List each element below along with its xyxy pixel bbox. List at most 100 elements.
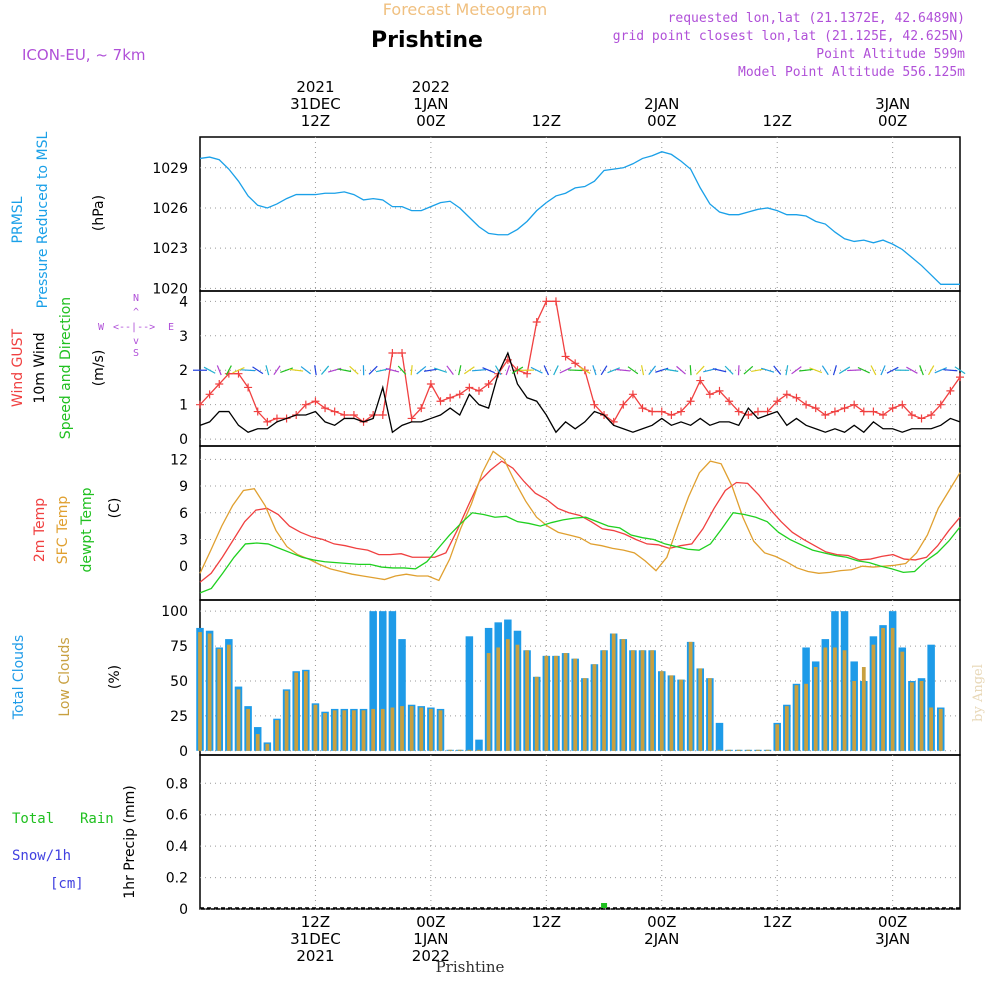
- y-tick-label: 0: [179, 559, 188, 575]
- low-cloud-bar: [323, 713, 327, 751]
- y-tick-label: 1020: [152, 281, 188, 297]
- low-cloud-bar: [534, 676, 539, 751]
- gust-point: [927, 411, 936, 419]
- low-cloud-bar: [640, 650, 645, 751]
- wind-arrow: [880, 365, 886, 376]
- total-cloud-bar: [465, 636, 474, 751]
- compass-n: N: [133, 293, 139, 304]
- low-cloud-bar: [592, 664, 597, 751]
- low-cloud-bar: [457, 749, 462, 751]
- gust-point: [205, 390, 214, 399]
- series-line-wind-gust: [199, 300, 961, 423]
- y-tick-label: 100: [161, 604, 188, 620]
- low-cloud-bar: [332, 710, 337, 751]
- wind-arrow: [616, 368, 631, 372]
- wind-arrow: [385, 367, 400, 373]
- gust-point: [648, 407, 657, 416]
- wind-arrow: [927, 365, 935, 376]
- y-tick-label: 1026: [152, 201, 188, 217]
- wind-arrow: [592, 365, 597, 376]
- top-time-label: 2022: [412, 78, 450, 96]
- wind-arrow: [289, 368, 304, 372]
- gust-point: [215, 380, 224, 388]
- wind-arrow: [280, 367, 294, 374]
- wind-arrow: [553, 365, 559, 376]
- wind-arrow: [724, 365, 734, 375]
- wind-arrow: [760, 367, 775, 373]
- gust-point: [398, 349, 407, 357]
- wind-arrow: [300, 366, 311, 375]
- gust-point: [677, 407, 686, 416]
- total-cloud-bar: [398, 639, 406, 751]
- wind-arrow: [785, 365, 789, 376]
- wind-arrow: [906, 366, 918, 374]
- cloud-axis-title: Total Clouds Low Clouds (%): [11, 635, 123, 720]
- gust-point: [956, 373, 964, 382]
- bottom-time-label: 31DEC: [290, 930, 341, 948]
- gust-point: [417, 404, 426, 413]
- low-cloud-bar: [515, 644, 520, 751]
- gust-point: [830, 407, 839, 416]
- gust-point: [879, 411, 888, 419]
- low-cloud-bar: [688, 641, 693, 751]
- low-cloud-bar: [727, 749, 731, 751]
- wind-arrow: [857, 366, 870, 374]
- low-cloud-bar: [275, 720, 279, 751]
- low-cloud-bar: [659, 671, 664, 751]
- y-tick-label: 1023: [152, 241, 188, 257]
- gust-point: [263, 417, 272, 426]
- wind-arrow: [743, 365, 754, 375]
- gust-point: [561, 352, 570, 361]
- bottom-time-label: 00Z: [878, 913, 907, 931]
- cloud-panel: 0 25 50 75 100: [161, 599, 961, 760]
- wind-arrow: [530, 366, 543, 374]
- low-cloud-bar: [390, 707, 395, 751]
- top-time-label: 31DEC: [290, 95, 341, 113]
- gust-point: [590, 400, 599, 409]
- wind-arrow: [482, 367, 495, 374]
- wind-arrow: [712, 368, 727, 373]
- compass-s: S: [133, 348, 139, 359]
- wind-arrow: [886, 366, 899, 374]
- y-tick-label: 25: [170, 709, 188, 725]
- wind-arrow: [821, 365, 829, 376]
- wind-arrow: [397, 365, 407, 375]
- low-cloud-bar: [217, 648, 222, 751]
- gust-point: [321, 404, 330, 413]
- bottom-time-label: 12Z: [301, 913, 330, 931]
- top-time-label: 12Z: [763, 112, 792, 130]
- precip-panel: 0 0.2 0.4 0.6 0.8: [166, 754, 961, 918]
- bottom-time-label: 00Z: [416, 913, 445, 931]
- wind-10m-label: 10m Wind: [32, 332, 48, 403]
- gust-point: [474, 386, 483, 395]
- top-time-label: 3JAN: [875, 95, 910, 113]
- low-cloud-bar: [207, 633, 212, 751]
- low-cloud-bar: [881, 627, 885, 751]
- pressure-axis-title: PRMSL Pressure Reduced to MSL (hPa): [10, 131, 107, 308]
- low-cloud-bar: [602, 650, 606, 751]
- wind-speed-dir-label: Speed and Direction: [58, 297, 74, 439]
- wind-arrow: [838, 366, 851, 375]
- wind-arrow: [751, 368, 765, 373]
- low-cloud-bar: [833, 647, 837, 751]
- low-cloud-bar: [929, 707, 934, 751]
- low-clouds-label: Low Clouds: [57, 637, 73, 716]
- wind-arrow: [349, 365, 359, 375]
- panel-frame: [199, 136, 961, 292]
- gust-point: [301, 400, 310, 409]
- temp-2m-label: 2m Temp: [32, 498, 48, 562]
- bottom-time-label: 1JAN: [413, 930, 448, 948]
- low-cloud-bar: [563, 653, 568, 751]
- low-cloud-bar: [919, 680, 924, 751]
- wind-arrow: [943, 369, 958, 372]
- wind-arrow: [568, 369, 583, 372]
- low-cloud-bar: [890, 627, 895, 751]
- model-altitude: Model Point Altitude 556.125m: [738, 65, 965, 80]
- gust-point: [628, 390, 637, 399]
- precip-axis-title: Total Rain Snow/1h [cm] 1hr Precip (mm): [12, 785, 138, 898]
- gust-point: [946, 386, 955, 395]
- gust-point: [917, 414, 926, 423]
- wind-panel: 0 1 2 3 4: [179, 290, 966, 448]
- top-time-label: 12Z: [532, 112, 561, 130]
